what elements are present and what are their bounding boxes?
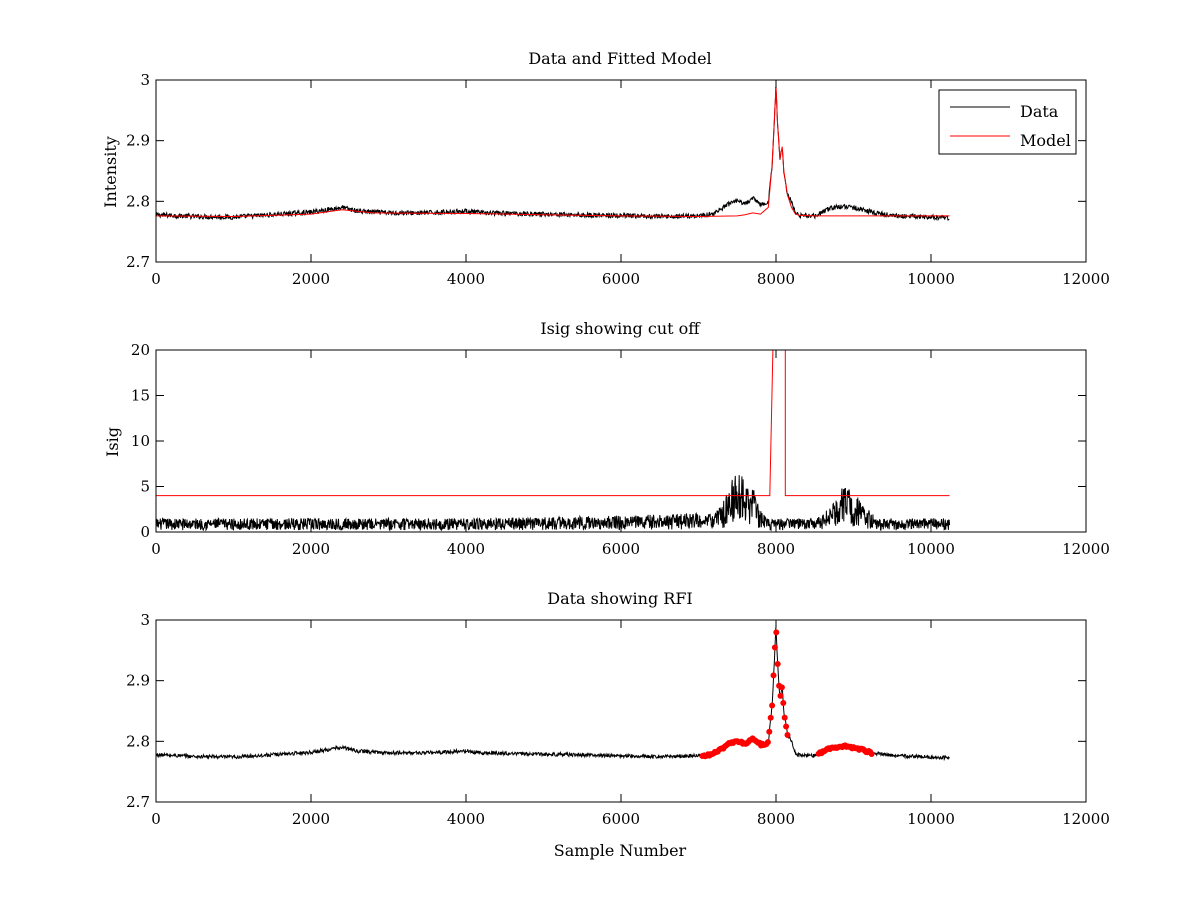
plot-area: 0 2000 4000 6000 8000 10000 12000 2.7 2.8 2.9 3 [126,611,1110,828]
y-tick-label: 10 [131,432,150,450]
y-tick-label: 2.8 [126,732,150,750]
legend-label-data: Data [1020,102,1059,121]
x-tick-label: 4000 [447,810,485,828]
y-tick-label: 2.9 [126,672,150,690]
x-tick-label: 4000 [447,270,485,288]
y-tick-label: 3 [140,611,150,629]
y-tick-label: 2.9 [126,132,150,150]
y-tick-label: 15 [131,387,150,405]
panel-data-and-model: Data and Fitted Model Intensity 0 2000 400… [101,49,1110,288]
y-tick-label: 0 [140,523,150,541]
y-axis-label: Intensity [101,136,120,208]
plot-area: 0 2000 4000 6000 8000 10000 12000 0 5 10 15 20 [131,341,1110,558]
x-tick-label: 2000 [292,540,330,558]
y-axis-label: Isig [103,427,122,457]
x-tick-label: 0 [151,540,161,558]
x-tick-label: 10000 [907,810,955,828]
plot-area: 0 2000 4000 6000 8000 10000 12000 2.7 2.8 2.9 3 [126,71,1110,288]
panel-title: Data and Fitted Model [528,49,711,68]
series-line-0 [155,475,951,532]
legend: Data Model [938,89,1077,155]
y-tick-label: 2.7 [126,793,150,811]
x-tick-label: 12000 [1062,270,1110,288]
x-tick-label: 12000 [1062,810,1110,828]
x-tick-label: 6000 [602,270,640,288]
x-tick-label: 2000 [292,810,330,828]
x-tick-label: 6000 [602,540,640,558]
legend-label-model: Model [1020,131,1071,150]
x-axis-label: Sample Number [554,841,687,860]
y-tick-label: 20 [131,341,150,359]
rfi-marker-series-1 [815,742,875,757]
x-tick-label: 6000 [602,810,640,828]
legend-box [938,89,1077,155]
x-tick-label: 0 [151,270,161,288]
x-tick-label: 2000 [292,270,330,288]
panel-isig-cutoff: Isig showing cut off Isig 0 2000 4000 6000 8… [103,319,1110,558]
x-tick-label: 8000 [757,810,795,828]
x-tick-label: 10000 [907,540,955,558]
y-tick-label: 5 [140,478,150,496]
x-tick-label: 10000 [907,270,955,288]
y-tick-label: 2.8 [126,192,150,210]
panel-data-rfi: Data showing RFI Sample Number 0 2000 4000… [126,589,1110,860]
rfi-marker-series-0 [699,629,791,760]
series-line-model [155,86,950,218]
x-tick-label: 8000 [757,270,795,288]
panel-title: Data showing RFI [547,589,692,608]
x-tick-label: 0 [151,810,161,828]
y-tick-label: 2.7 [126,253,150,271]
x-tick-label: 12000 [1062,540,1110,558]
panel-title: Isig showing cut off [540,319,701,338]
y-tick-label: 3 [140,71,150,89]
x-tick-label: 4000 [447,540,485,558]
x-tick-label: 8000 [757,540,795,558]
